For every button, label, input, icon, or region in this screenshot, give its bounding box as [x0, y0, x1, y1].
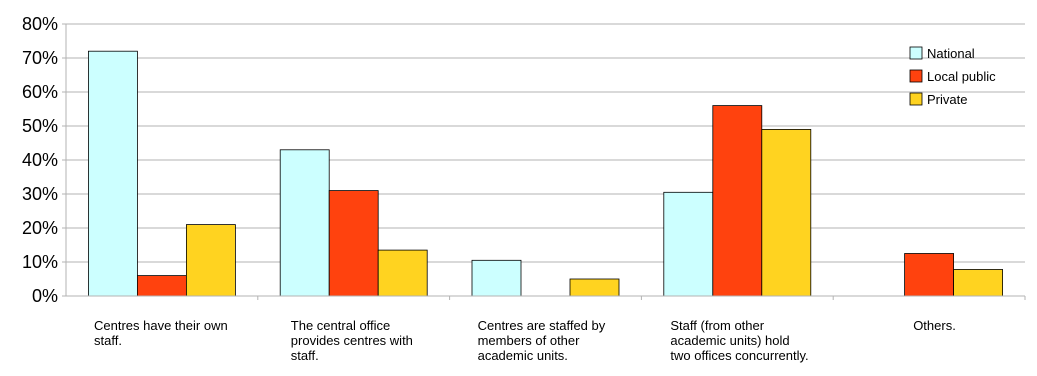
- y-tick-label: 40%: [22, 150, 58, 170]
- y-tick-label: 70%: [22, 48, 58, 68]
- bar-national: [471, 259, 522, 297]
- legend-label: Private: [927, 92, 967, 107]
- y-tick-label: 0%: [32, 286, 58, 306]
- x-category-label: Centres are staffed by members of other …: [477, 318, 606, 363]
- y-tick-label: 20%: [22, 218, 58, 238]
- bar-national: [88, 50, 138, 297]
- legend-swatch: [909, 69, 923, 83]
- legend-label: National: [927, 46, 975, 61]
- x-category-label: Staff (from other academic units) hold t…: [670, 318, 809, 363]
- y-axis-ticks: 0% 10% 20% 30% 40% 50% 60% 70% 80%: [22, 14, 58, 306]
- bar-national: [663, 191, 714, 297]
- y-tick-label: 60%: [22, 82, 58, 102]
- y-tick-label: 80%: [22, 14, 58, 34]
- legend: National Local public Private: [909, 46, 996, 107]
- bar-local-public: [904, 253, 954, 297]
- y-tick-label: 30%: [22, 184, 58, 204]
- y-tick-label: 50%: [22, 116, 58, 136]
- legend-label: Local public: [927, 69, 996, 84]
- x-category-label: Others.: [913, 318, 956, 333]
- bar-private: [569, 278, 620, 297]
- x-category-label: The central office provides centres with…: [290, 318, 413, 363]
- bar-local-public: [136, 275, 187, 297]
- legend-swatch: [909, 92, 923, 106]
- x-category-label: Centres have their own staff.: [94, 318, 228, 348]
- bars: [88, 50, 1003, 297]
- bar-national: [279, 149, 330, 297]
- bar-private: [953, 269, 1003, 297]
- bar-private: [377, 249, 428, 297]
- bar-local-public: [328, 190, 379, 297]
- bar-private: [185, 224, 236, 297]
- bar-local-public: [712, 105, 763, 297]
- bar-private: [761, 128, 812, 297]
- legend-swatch: [909, 46, 923, 60]
- y-tick-label: 10%: [22, 252, 58, 272]
